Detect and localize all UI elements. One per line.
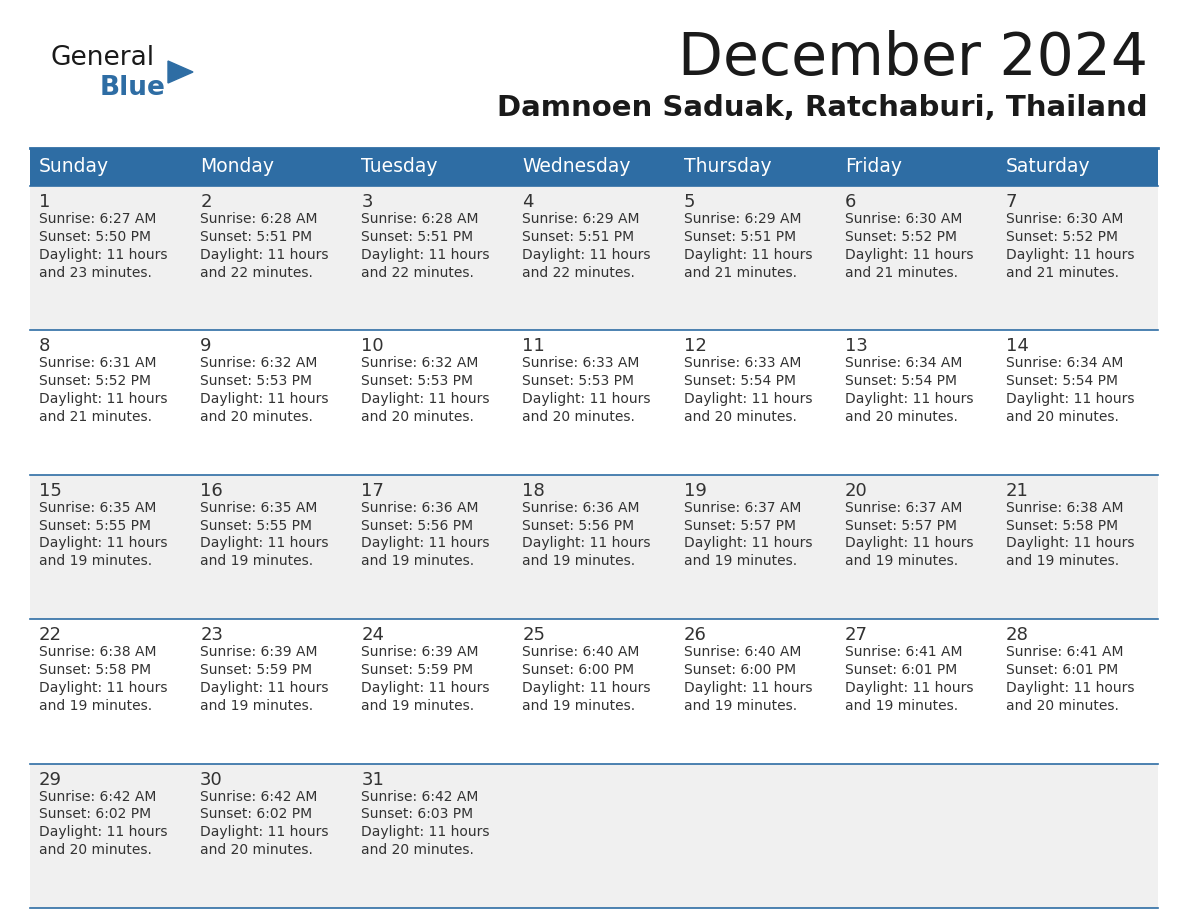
Text: 22: 22	[39, 626, 62, 644]
Text: Sunrise: 6:30 AM
Sunset: 5:52 PM
Daylight: 11 hours
and 21 minutes.: Sunrise: 6:30 AM Sunset: 5:52 PM Dayligh…	[845, 212, 973, 280]
Text: Sunrise: 6:39 AM
Sunset: 5:59 PM
Daylight: 11 hours
and 19 minutes.: Sunrise: 6:39 AM Sunset: 5:59 PM Dayligh…	[200, 645, 329, 712]
Bar	[30, 764, 1158, 908]
Text: 28: 28	[1006, 626, 1029, 644]
Bar	[30, 330, 1158, 475]
Text: Tuesday: Tuesday	[361, 158, 438, 176]
Text: Sunrise: 6:38 AM
Sunset: 5:58 PM
Daylight: 11 hours
and 19 minutes.: Sunrise: 6:38 AM Sunset: 5:58 PM Dayligh…	[39, 645, 168, 712]
Text: Blue: Blue	[100, 75, 166, 101]
Text: Sunday: Sunday	[39, 158, 109, 176]
Text: 8: 8	[39, 338, 50, 355]
Text: Sunrise: 6:30 AM
Sunset: 5:52 PM
Daylight: 11 hours
and 21 minutes.: Sunrise: 6:30 AM Sunset: 5:52 PM Dayligh…	[1006, 212, 1135, 280]
Text: Sunrise: 6:28 AM
Sunset: 5:51 PM
Daylight: 11 hours
and 22 minutes.: Sunrise: 6:28 AM Sunset: 5:51 PM Dayligh…	[200, 212, 329, 280]
Bar	[30, 186, 1158, 330]
Text: General: General	[50, 45, 154, 71]
Text: 19: 19	[683, 482, 707, 499]
Text: Sunrise: 6:36 AM
Sunset: 5:56 PM
Daylight: 11 hours
and 19 minutes.: Sunrise: 6:36 AM Sunset: 5:56 PM Dayligh…	[361, 501, 489, 568]
Text: Sunrise: 6:33 AM
Sunset: 5:54 PM
Daylight: 11 hours
and 20 minutes.: Sunrise: 6:33 AM Sunset: 5:54 PM Dayligh…	[683, 356, 813, 424]
Text: 13: 13	[845, 338, 867, 355]
Text: 18: 18	[523, 482, 545, 499]
Bar	[513, 148, 675, 186]
Text: Sunrise: 6:38 AM
Sunset: 5:58 PM
Daylight: 11 hours
and 19 minutes.: Sunrise: 6:38 AM Sunset: 5:58 PM Dayligh…	[1006, 501, 1135, 568]
Text: 16: 16	[200, 482, 223, 499]
Text: Sunrise: 6:35 AM
Sunset: 5:55 PM
Daylight: 11 hours
and 19 minutes.: Sunrise: 6:35 AM Sunset: 5:55 PM Dayligh…	[39, 501, 168, 568]
Text: Saturday: Saturday	[1006, 158, 1091, 176]
Text: Wednesday: Wednesday	[523, 158, 631, 176]
Text: 23: 23	[200, 626, 223, 644]
Text: Sunrise: 6:27 AM
Sunset: 5:50 PM
Daylight: 11 hours
and 23 minutes.: Sunrise: 6:27 AM Sunset: 5:50 PM Dayligh…	[39, 212, 168, 280]
Bar	[353, 148, 513, 186]
Text: 25: 25	[523, 626, 545, 644]
Text: 12: 12	[683, 338, 707, 355]
Bar	[30, 148, 191, 186]
Text: 17: 17	[361, 482, 384, 499]
Text: 11: 11	[523, 338, 545, 355]
Text: 4: 4	[523, 193, 533, 211]
Text: 1: 1	[39, 193, 50, 211]
Bar	[835, 148, 997, 186]
Text: 5: 5	[683, 193, 695, 211]
Text: 31: 31	[361, 770, 384, 789]
Text: Sunrise: 6:31 AM
Sunset: 5:52 PM
Daylight: 11 hours
and 21 minutes.: Sunrise: 6:31 AM Sunset: 5:52 PM Dayligh…	[39, 356, 168, 424]
Text: Sunrise: 6:32 AM
Sunset: 5:53 PM
Daylight: 11 hours
and 20 minutes.: Sunrise: 6:32 AM Sunset: 5:53 PM Dayligh…	[361, 356, 489, 424]
Text: 27: 27	[845, 626, 867, 644]
Text: Sunrise: 6:32 AM
Sunset: 5:53 PM
Daylight: 11 hours
and 20 minutes.: Sunrise: 6:32 AM Sunset: 5:53 PM Dayligh…	[200, 356, 329, 424]
Text: 14: 14	[1006, 338, 1029, 355]
Text: December 2024: December 2024	[678, 29, 1148, 86]
Text: 10: 10	[361, 338, 384, 355]
Text: Sunrise: 6:37 AM
Sunset: 5:57 PM
Daylight: 11 hours
and 19 minutes.: Sunrise: 6:37 AM Sunset: 5:57 PM Dayligh…	[845, 501, 973, 568]
Text: Sunrise: 6:28 AM
Sunset: 5:51 PM
Daylight: 11 hours
and 22 minutes.: Sunrise: 6:28 AM Sunset: 5:51 PM Dayligh…	[361, 212, 489, 280]
Text: Sunrise: 6:42 AM
Sunset: 6:02 PM
Daylight: 11 hours
and 20 minutes.: Sunrise: 6:42 AM Sunset: 6:02 PM Dayligh…	[39, 789, 168, 857]
Text: 20: 20	[845, 482, 867, 499]
Text: Sunrise: 6:42 AM
Sunset: 6:02 PM
Daylight: 11 hours
and 20 minutes.: Sunrise: 6:42 AM Sunset: 6:02 PM Dayligh…	[200, 789, 329, 857]
Text: Damnoen Saduak, Ratchaburi, Thailand: Damnoen Saduak, Ratchaburi, Thailand	[498, 94, 1148, 122]
Text: Sunrise: 6:40 AM
Sunset: 6:00 PM
Daylight: 11 hours
and 19 minutes.: Sunrise: 6:40 AM Sunset: 6:00 PM Dayligh…	[683, 645, 813, 712]
Text: 30: 30	[200, 770, 223, 789]
Text: 6: 6	[845, 193, 857, 211]
Bar	[191, 148, 353, 186]
Bar	[30, 475, 1158, 620]
Bar	[675, 148, 835, 186]
Text: Sunrise: 6:33 AM
Sunset: 5:53 PM
Daylight: 11 hours
and 20 minutes.: Sunrise: 6:33 AM Sunset: 5:53 PM Dayligh…	[523, 356, 651, 424]
Text: 21: 21	[1006, 482, 1029, 499]
Text: 9: 9	[200, 338, 211, 355]
Text: Sunrise: 6:34 AM
Sunset: 5:54 PM
Daylight: 11 hours
and 20 minutes.: Sunrise: 6:34 AM Sunset: 5:54 PM Dayligh…	[1006, 356, 1135, 424]
Polygon shape	[168, 61, 192, 83]
Text: Friday: Friday	[845, 158, 902, 176]
Text: Sunrise: 6:29 AM
Sunset: 5:51 PM
Daylight: 11 hours
and 21 minutes.: Sunrise: 6:29 AM Sunset: 5:51 PM Dayligh…	[683, 212, 813, 280]
Text: Sunrise: 6:41 AM
Sunset: 6:01 PM
Daylight: 11 hours
and 19 minutes.: Sunrise: 6:41 AM Sunset: 6:01 PM Dayligh…	[845, 645, 973, 712]
Text: Sunrise: 6:29 AM
Sunset: 5:51 PM
Daylight: 11 hours
and 22 minutes.: Sunrise: 6:29 AM Sunset: 5:51 PM Dayligh…	[523, 212, 651, 280]
Text: Sunrise: 6:42 AM
Sunset: 6:03 PM
Daylight: 11 hours
and 20 minutes.: Sunrise: 6:42 AM Sunset: 6:03 PM Dayligh…	[361, 789, 489, 857]
Text: 29: 29	[39, 770, 62, 789]
Text: 7: 7	[1006, 193, 1017, 211]
Text: Thursday: Thursday	[683, 158, 771, 176]
Bar	[30, 620, 1158, 764]
Bar	[997, 148, 1158, 186]
Text: 26: 26	[683, 626, 707, 644]
Text: Sunrise: 6:36 AM
Sunset: 5:56 PM
Daylight: 11 hours
and 19 minutes.: Sunrise: 6:36 AM Sunset: 5:56 PM Dayligh…	[523, 501, 651, 568]
Text: 2: 2	[200, 193, 211, 211]
Text: 15: 15	[39, 482, 62, 499]
Text: Sunrise: 6:41 AM
Sunset: 6:01 PM
Daylight: 11 hours
and 20 minutes.: Sunrise: 6:41 AM Sunset: 6:01 PM Dayligh…	[1006, 645, 1135, 712]
Text: Sunrise: 6:40 AM
Sunset: 6:00 PM
Daylight: 11 hours
and 19 minutes.: Sunrise: 6:40 AM Sunset: 6:00 PM Dayligh…	[523, 645, 651, 712]
Text: Sunrise: 6:39 AM
Sunset: 5:59 PM
Daylight: 11 hours
and 19 minutes.: Sunrise: 6:39 AM Sunset: 5:59 PM Dayligh…	[361, 645, 489, 712]
Text: 3: 3	[361, 193, 373, 211]
Text: 24: 24	[361, 626, 384, 644]
Text: Sunrise: 6:35 AM
Sunset: 5:55 PM
Daylight: 11 hours
and 19 minutes.: Sunrise: 6:35 AM Sunset: 5:55 PM Dayligh…	[200, 501, 329, 568]
Text: Sunrise: 6:37 AM
Sunset: 5:57 PM
Daylight: 11 hours
and 19 minutes.: Sunrise: 6:37 AM Sunset: 5:57 PM Dayligh…	[683, 501, 813, 568]
Text: Sunrise: 6:34 AM
Sunset: 5:54 PM
Daylight: 11 hours
and 20 minutes.: Sunrise: 6:34 AM Sunset: 5:54 PM Dayligh…	[845, 356, 973, 424]
Text: Monday: Monday	[200, 158, 274, 176]
